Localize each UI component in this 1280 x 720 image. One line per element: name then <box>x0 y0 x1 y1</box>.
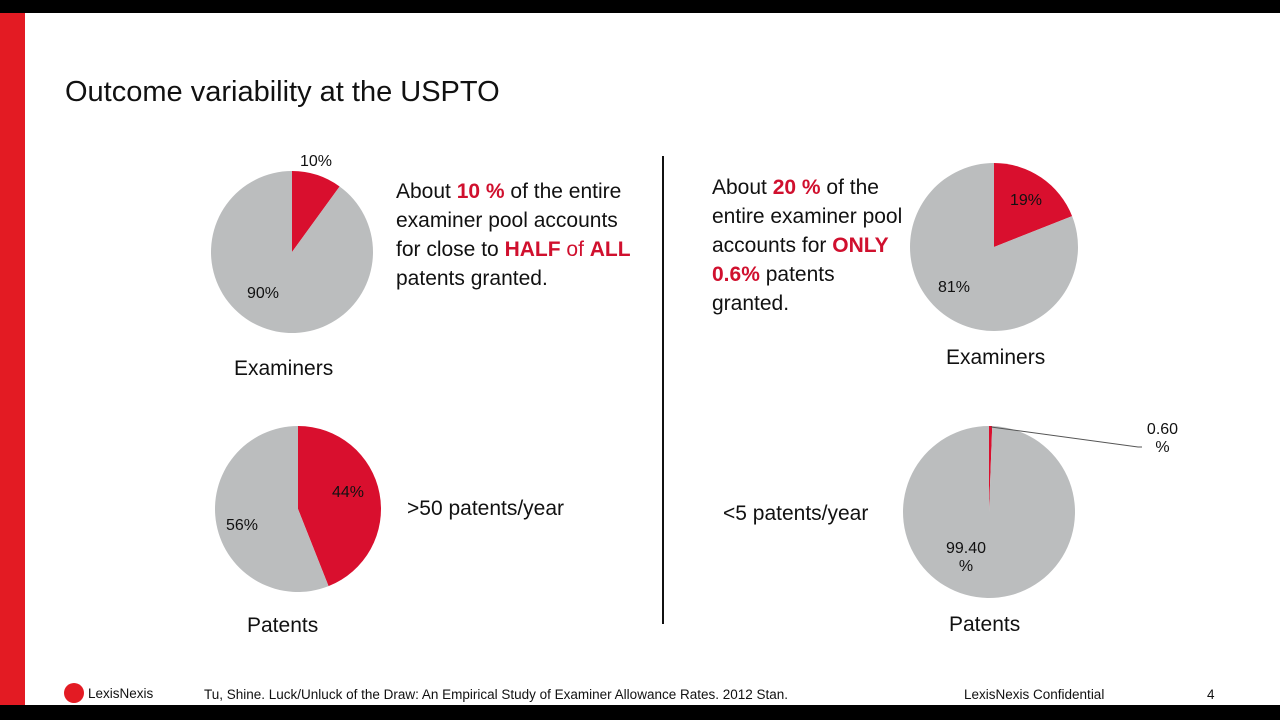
logo-icon <box>64 683 84 703</box>
highlight: HALF <box>504 238 561 261</box>
chart-title: Examiners <box>946 346 1046 369</box>
slide: Outcome variability at the USPTO About 1… <box>0 13 1280 705</box>
highlight: ONLY 0.6% <box>712 234 889 286</box>
divider <box>662 156 664 624</box>
pie-slice <box>298 426 381 587</box>
citation: Tu, Shine. Luck/Unluck of the Draw: An E… <box>204 687 789 702</box>
text: of the entire examiner pool accounts for <box>712 176 903 257</box>
logo-text: LexisNexis <box>88 685 154 701</box>
slice-label: 44% <box>332 484 365 501</box>
page-number: 4 <box>1207 687 1215 702</box>
text: About <box>396 180 457 203</box>
slice-label: 19% <box>1010 192 1043 209</box>
text: patents granted. <box>396 267 548 290</box>
right-description: About 20 % of the entire examiner pool a… <box>712 173 917 318</box>
right-bottom-label: <5 patents/year <box>723 502 869 525</box>
pie-slice <box>903 426 1076 599</box>
highlight: ALL <box>589 238 631 261</box>
pie-slice <box>210 171 373 334</box>
pie-slice <box>994 163 1073 247</box>
left-description: About 10 % of the entire examiner pool a… <box>396 177 636 293</box>
slice-label: 81% <box>938 279 971 296</box>
text: patents granted. <box>712 263 835 315</box>
pie-slice <box>214 426 329 592</box>
highlight: 20 % <box>772 176 821 199</box>
chart-title: Patents <box>949 613 1021 636</box>
slice-label: 0.60 % <box>1146 421 1179 456</box>
slice-label: 10% <box>300 153 333 170</box>
slice-label: 90% <box>247 285 280 302</box>
text: About <box>712 176 773 199</box>
lexisnexis-logo: LexisNexis <box>64 683 153 703</box>
pie-slice <box>989 426 993 512</box>
chart-title: Patents <box>247 614 319 637</box>
chart-title: Examiners <box>234 357 334 380</box>
text: of the entire examiner pool accounts for… <box>396 180 622 261</box>
slide-title: Outcome variability at the USPTO <box>65 76 500 108</box>
pie-slice <box>909 163 1078 332</box>
left-bottom-label: >50 patents/year <box>407 497 565 520</box>
slice-label: 99.40 % <box>945 540 987 575</box>
highlight: of <box>560 238 590 261</box>
confidential-label: LexisNexis Confidential <box>964 687 1105 702</box>
leader-line <box>990 426 1142 448</box>
highlight: 10 % <box>456 180 505 203</box>
pie-slice <box>292 171 340 252</box>
slice-label: 56% <box>226 517 259 534</box>
accent-stripe <box>0 13 25 705</box>
pie-charts <box>210 163 1142 599</box>
